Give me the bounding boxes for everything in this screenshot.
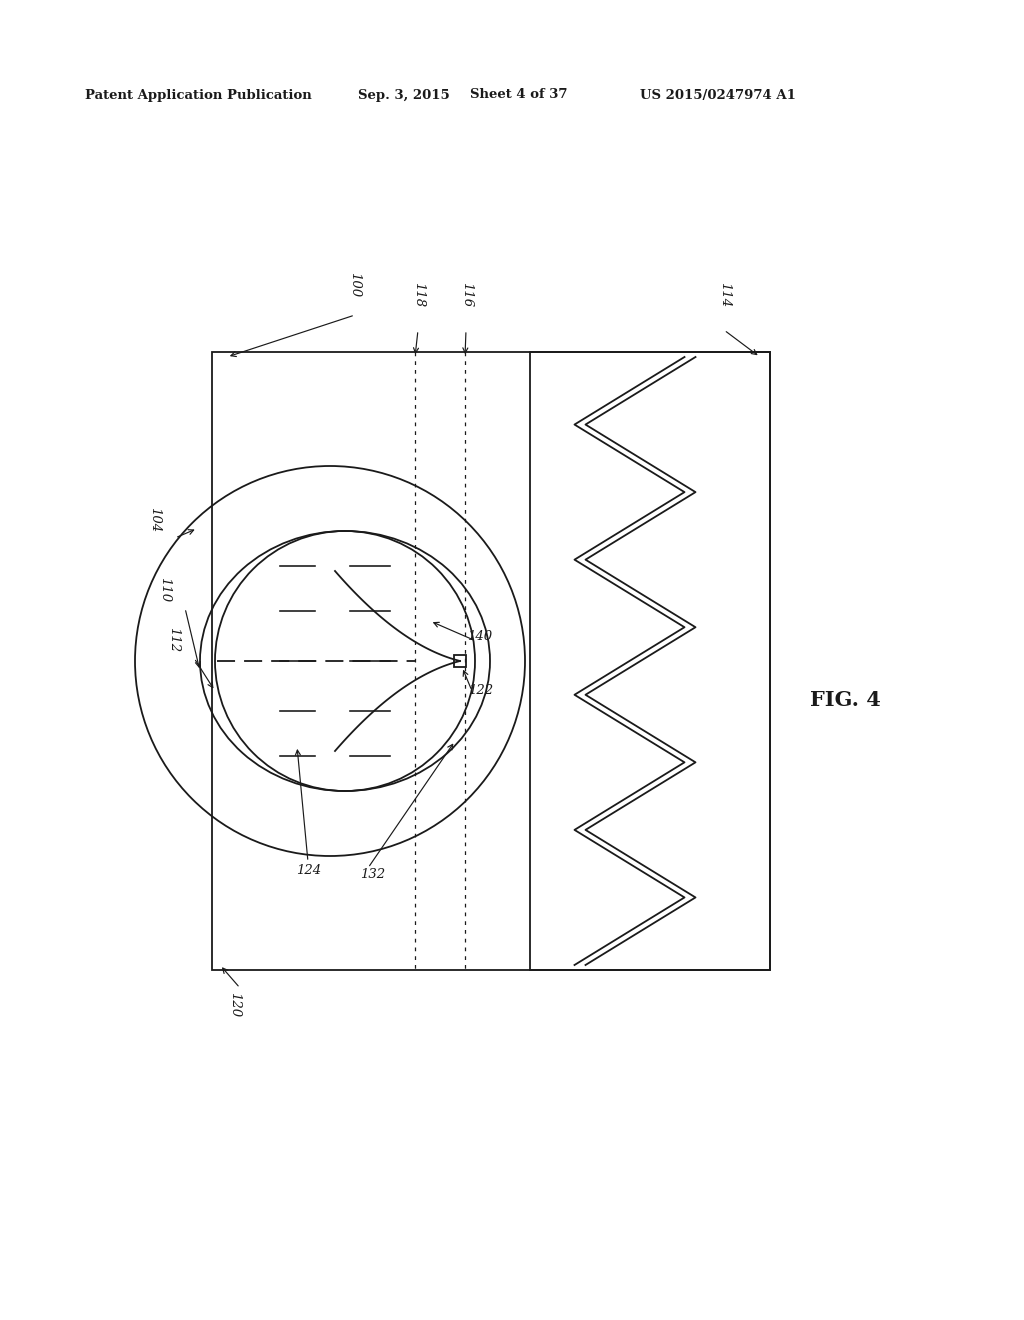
Text: 100: 100 — [348, 272, 361, 297]
Bar — [212, 352, 770, 970]
Bar — [454, 655, 466, 667]
Text: 118: 118 — [412, 282, 425, 308]
Text: 104: 104 — [148, 507, 161, 532]
Text: Patent Application Publication: Patent Application Publication — [85, 88, 311, 102]
Text: Sheet 4 of 37: Sheet 4 of 37 — [470, 88, 567, 102]
Text: FIG. 4: FIG. 4 — [810, 690, 881, 710]
Text: 110: 110 — [158, 577, 171, 602]
Text: US 2015/0247974 A1: US 2015/0247974 A1 — [640, 88, 796, 102]
Text: 114: 114 — [718, 282, 731, 308]
Text: Sep. 3, 2015: Sep. 3, 2015 — [358, 88, 450, 102]
Text: 132: 132 — [360, 869, 385, 882]
Text: 140: 140 — [467, 630, 493, 643]
Bar — [530, 352, 770, 970]
Text: 112: 112 — [167, 627, 180, 652]
Text: 120: 120 — [228, 993, 241, 1018]
Text: 124: 124 — [296, 863, 322, 876]
Text: 122: 122 — [468, 685, 494, 697]
Text: 116: 116 — [460, 282, 473, 308]
